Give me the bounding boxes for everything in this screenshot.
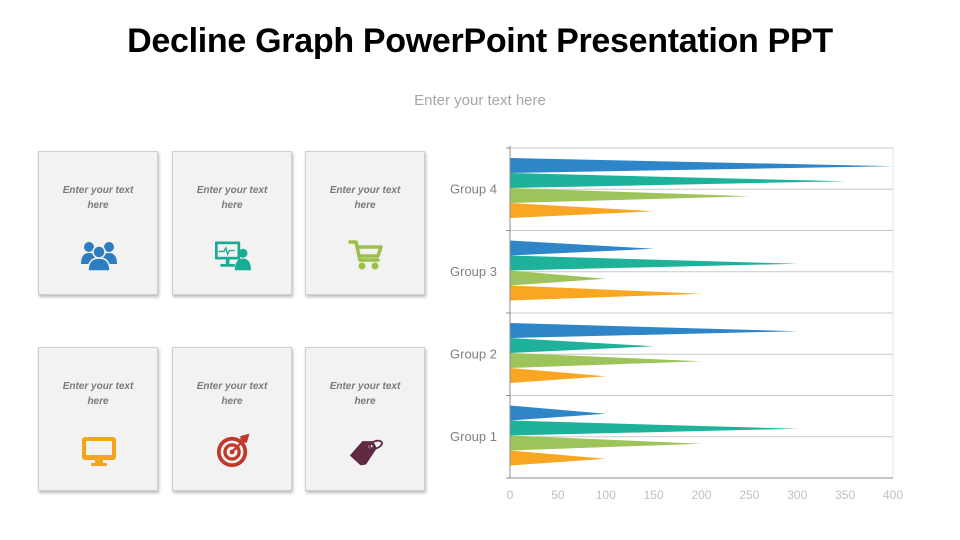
category-label: Group 4 [450, 181, 497, 196]
x-tick-label: 100 [596, 488, 616, 502]
spike-bar [510, 240, 654, 256]
slide-subtitle: Enter your text here [414, 92, 546, 109]
info-card-1: Enter your text here [38, 151, 158, 295]
card-text-line2: here [221, 396, 243, 407]
card-text-line2: here [221, 200, 243, 211]
card-text-line2: here [87, 200, 109, 211]
chart-spikes [510, 158, 893, 466]
x-tick-label: 350 [835, 488, 855, 502]
shopping-cart-icon [348, 240, 383, 270]
spike-bar [510, 368, 606, 383]
card-text-line1: Enter your text [62, 185, 134, 196]
spike-bar [510, 173, 846, 188]
target-icon [216, 434, 250, 468]
category-label: Group 2 [450, 346, 497, 361]
spike-bar [510, 450, 606, 466]
spike-bar [510, 158, 893, 173]
card-text-line2: here [354, 200, 376, 211]
x-tick-label: 150 [644, 488, 664, 502]
x-tick-label: 250 [739, 488, 759, 502]
card-text-line2: here [87, 396, 109, 407]
card-text-line1: Enter your text [62, 381, 134, 392]
spike-bar [510, 323, 798, 338]
card-text-line1: Enter your text [196, 381, 268, 392]
presentation-monitor-icon [215, 241, 251, 271]
chart-axes [506, 146, 893, 479]
info-card-6: Enter your text here [305, 347, 425, 491]
users-group-icon [81, 242, 117, 272]
spike-bar [510, 338, 654, 353]
category-label: Group 3 [450, 264, 497, 279]
info-card-2: Enter your text here [172, 151, 292, 295]
spike-bar [510, 285, 702, 301]
card-text-line1: Enter your text [329, 185, 401, 196]
x-tick-label: 0 [507, 488, 514, 502]
card-text-line1: Enter your text [329, 381, 401, 392]
slide-title: Decline Graph PowerPoint Presentation PP… [127, 22, 833, 60]
x-tick-label: 400 [883, 488, 903, 502]
chart-labels: Group 1 Group 2 Group 3 Group 4 0 50 100 150 200… [450, 181, 903, 502]
x-tick-label: 300 [787, 488, 807, 502]
spike-bar [510, 270, 606, 286]
card-text-line2: here [354, 396, 376, 407]
category-label: Group 1 [450, 429, 497, 444]
desktop-monitor-icon [82, 437, 116, 466]
x-tick-label: 50 [551, 488, 565, 502]
spike-bar [510, 353, 702, 368]
x-tick-label: 200 [691, 488, 711, 502]
info-card-3: Enter your text here [305, 151, 425, 295]
spike-bar [510, 188, 750, 203]
price-tag-icon [349, 439, 383, 466]
info-card-4: Enter your text here [38, 347, 158, 491]
spike-bar [510, 203, 654, 218]
card-text-line1: Enter your text [196, 185, 268, 196]
info-card-5: Enter your text here [172, 347, 292, 491]
spike-bar [510, 420, 798, 436]
spike-bar [510, 405, 606, 421]
spike-bar [510, 255, 798, 271]
spike-bar [510, 435, 702, 451]
